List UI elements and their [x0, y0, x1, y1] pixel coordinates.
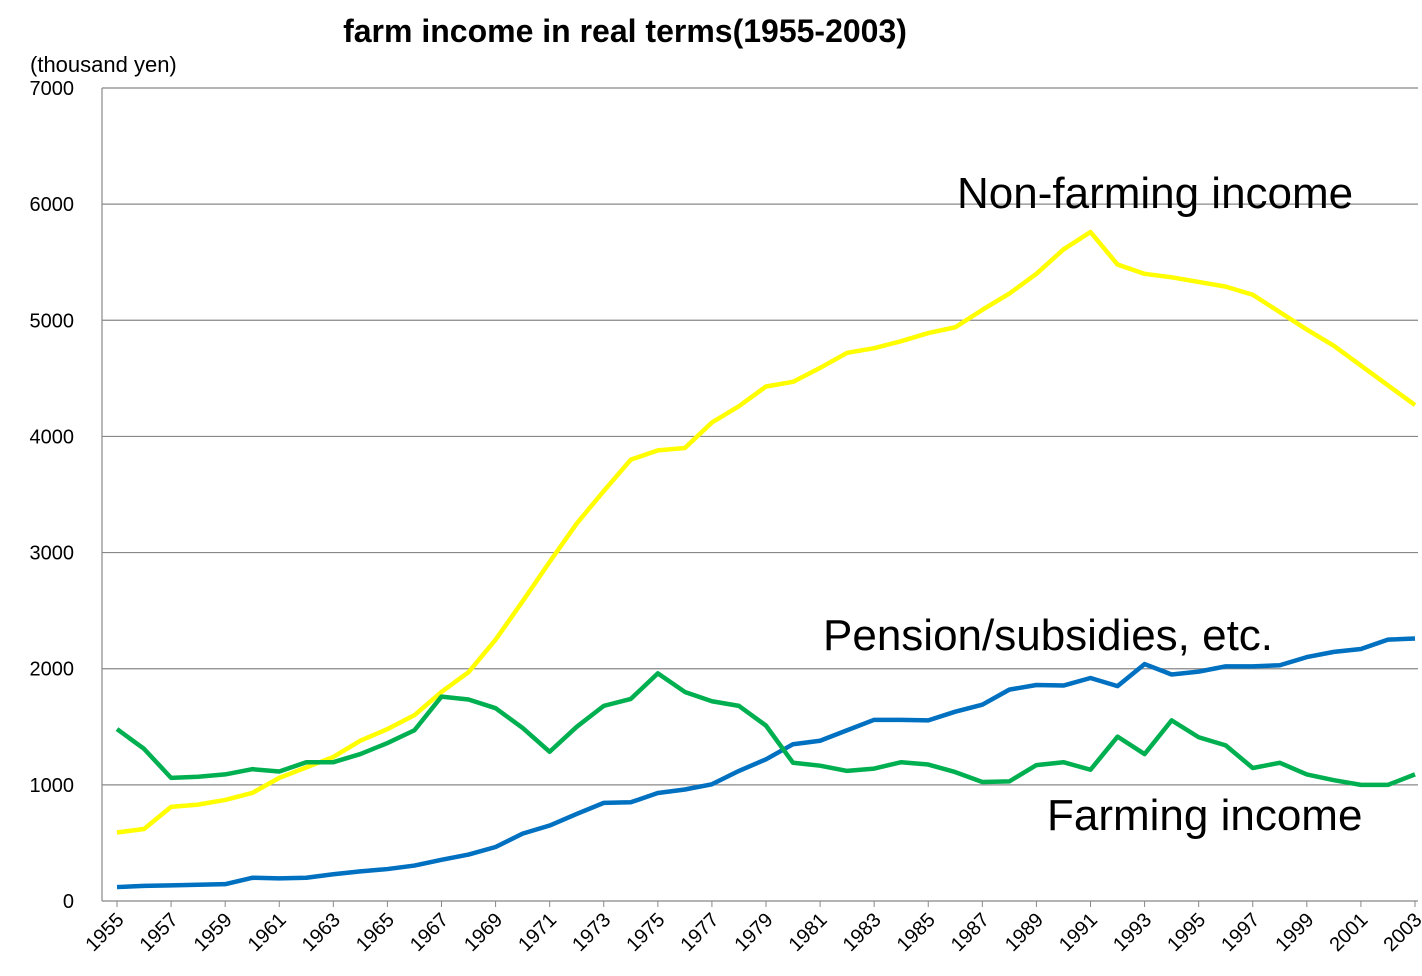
x-tick-label: 1963	[298, 909, 345, 956]
series-label: Farming income	[1047, 791, 1362, 840]
y-tick-label: 0	[63, 891, 74, 913]
x-tick-label: 1977	[676, 909, 723, 956]
x-tick-label: 1997	[1217, 909, 1264, 956]
y-tick-label: 4000	[30, 426, 75, 448]
x-tick-label: 1971	[514, 909, 561, 956]
x-tick-label: 1959	[190, 909, 237, 956]
x-tick-label: 1955	[82, 909, 129, 956]
series-label: Pension/subsidies, etc.	[823, 611, 1273, 660]
x-tick-label: 1969	[460, 909, 507, 956]
x-tick-label: 2001	[1325, 909, 1372, 956]
x-tick-label: 1973	[568, 909, 615, 956]
line-series	[115, 671, 1416, 788]
x-tick-label: 1961	[244, 909, 291, 956]
line-series	[116, 636, 1416, 890]
x-tick-label: 1981	[785, 909, 832, 956]
x-tick-label: 1983	[839, 909, 886, 956]
y-tick-label: 3000	[30, 543, 75, 565]
x-tick-label: 1999	[1271, 909, 1318, 956]
x-tick-label: 1985	[893, 909, 940, 956]
y-tick-label: 2000	[30, 659, 75, 681]
x-tick-label: 1993	[1109, 909, 1156, 956]
x-tick-label: 1987	[947, 909, 994, 956]
x-tick-label: 1957	[136, 909, 183, 956]
x-tick-label: 1975	[622, 909, 669, 956]
x-tick-label: 1979	[731, 909, 778, 956]
x-tick-label: 1991	[1055, 909, 1102, 956]
x-tick-label: 2003	[1380, 909, 1422, 956]
line-series	[116, 229, 1417, 835]
y-axis-label: (thousand yen)	[30, 52, 177, 77]
y-tick-label: 6000	[30, 194, 75, 216]
x-tick-label: 1965	[352, 909, 399, 956]
x-tick-label: 1967	[406, 909, 453, 956]
x-tick-label: 1989	[1001, 909, 1048, 956]
y-tick-label: 5000	[30, 310, 75, 332]
series-label: Non-farming income	[957, 169, 1353, 218]
y-tick-label: 7000	[30, 78, 75, 100]
x-tick-label: 1995	[1163, 909, 1210, 956]
y-tick-label: 1000	[30, 775, 75, 797]
chart-title: farm income in real terms(1955-2003)	[343, 13, 907, 49]
